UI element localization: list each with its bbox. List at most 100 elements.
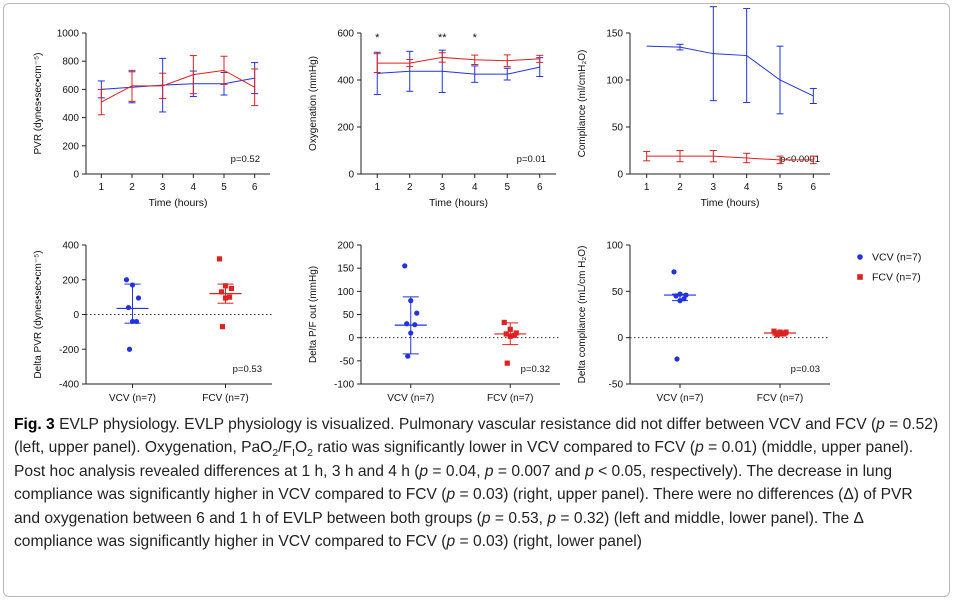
series-line-0 xyxy=(377,66,540,75)
p-value-label: p=0.53 xyxy=(233,364,262,375)
y-tick-label: 100 xyxy=(606,241,623,252)
x-tick-label: VCV (n=7) xyxy=(657,393,704,404)
y-tick-label: 0 xyxy=(73,170,79,181)
x-tick-label: 3 xyxy=(160,182,166,193)
legend-label: VCV (n=7) xyxy=(872,252,921,264)
p-value-label: p=0.01 xyxy=(517,154,546,165)
y-axis-label: Delta compliance (mL/cm H₂O) xyxy=(577,246,588,384)
series-line-1 xyxy=(646,155,814,161)
chart-panel-bottom-middle: -100 -50 0 50 100 150 200 Delta P/F out (mmHg) p… xyxy=(308,241,560,404)
y-tick-label: 0 xyxy=(617,170,623,181)
y-axis-label: Compliance (ml/cmH₂O) xyxy=(577,50,588,158)
data-point xyxy=(226,294,233,300)
y-tick-label: -400 xyxy=(59,380,79,391)
legend: VCV (n=7) FCV (n=7) xyxy=(857,252,921,284)
data-point xyxy=(681,296,687,302)
x-tick-label: 6 xyxy=(252,182,258,193)
y-tick-label: 100 xyxy=(606,76,623,87)
y-tick-label: 150 xyxy=(337,264,354,275)
data-point xyxy=(123,277,130,283)
data-point xyxy=(504,360,510,366)
x-tick-label: 3 xyxy=(439,182,445,193)
x-tick-label: FCV (n=7) xyxy=(202,393,248,404)
chart-panel-bottom-left: -400 -200 0 200 400 Delta PVR (dynes•sec•cm⁻⁵… xyxy=(33,241,272,404)
figure-frame xyxy=(3,3,950,597)
y-tick-label: 50 xyxy=(343,310,355,321)
chart-panel-top-middle: 0 200 400 600 Oxygenation (mmHg) p=0.01 1 2 3 4 5 6… xyxy=(308,29,556,209)
data-point xyxy=(216,256,223,262)
y-tick-label: 1000 xyxy=(57,29,80,40)
y-tick-label: 200 xyxy=(337,123,354,134)
data-point xyxy=(405,353,411,359)
data-point xyxy=(125,304,132,311)
y-tick-label: 200 xyxy=(62,141,79,152)
y-tick-label: -50 xyxy=(340,356,355,367)
data-point xyxy=(228,285,235,292)
y-tick-label: 600 xyxy=(337,29,354,40)
legend-marker xyxy=(857,254,863,260)
y-tick-label: 50 xyxy=(612,123,624,134)
data-point xyxy=(135,295,142,301)
y-tick-label: 0 xyxy=(348,170,354,181)
x-tick-label: 5 xyxy=(777,182,783,193)
x-tick-label: 1 xyxy=(374,182,380,193)
x-tick-label: 4 xyxy=(472,182,478,193)
x-tick-label: 1 xyxy=(99,182,105,193)
x-axis-label: Time (hours) xyxy=(148,197,207,209)
y-tick-label: -100 xyxy=(334,380,354,391)
data-point xyxy=(219,324,226,330)
x-tick-label: 4 xyxy=(744,182,750,193)
y-tick-label: 400 xyxy=(337,76,354,87)
legend-marker xyxy=(857,274,863,280)
series-line-1 xyxy=(101,69,255,103)
x-tick-label: 6 xyxy=(811,182,817,193)
x-tick-label: 5 xyxy=(504,182,510,193)
x-tick-label: FCV (n=7) xyxy=(487,393,533,404)
figure-label: Fig. 3 xyxy=(14,416,55,433)
y-tick-label: 400 xyxy=(62,113,79,124)
y-axis-label: Oxygenation (mmHg) xyxy=(308,56,319,151)
x-tick-label: VCV (n=7) xyxy=(387,393,434,404)
series-line-0 xyxy=(646,45,814,97)
y-tick-label: 0 xyxy=(617,333,623,344)
data-point xyxy=(781,331,787,337)
y-axis-label: Delta PVR (dynes•sec•cm⁻⁵) xyxy=(33,250,44,378)
figure-caption: Fig. 3 EVLP physiology. EVLP physiology … xyxy=(14,416,939,551)
y-tick-label: 0 xyxy=(73,310,79,321)
x-tick-label: 2 xyxy=(677,182,683,193)
x-tick-label: FCV (n=7) xyxy=(757,393,803,404)
x-tick-label: 3 xyxy=(711,182,717,193)
significance-star: ** xyxy=(438,32,447,44)
data-point xyxy=(414,310,420,316)
data-point xyxy=(126,346,133,352)
x-tick-label: 2 xyxy=(407,182,413,193)
significance-star: * xyxy=(375,32,380,44)
y-tick-label: -50 xyxy=(609,380,624,391)
p-value-label: p=0.03 xyxy=(791,364,820,375)
p-value-label: p=0.32 xyxy=(521,364,550,375)
p-value-label: p=0.52 xyxy=(231,154,260,165)
x-tick-label: VCV (n=7) xyxy=(109,393,156,404)
y-tick-label: 400 xyxy=(62,241,79,252)
data-point xyxy=(671,269,677,275)
y-tick-label: 150 xyxy=(606,29,623,40)
y-tick-label: 200 xyxy=(337,241,354,252)
x-tick-label: 2 xyxy=(129,182,135,193)
significance-star: * xyxy=(473,32,478,44)
y-tick-label: 100 xyxy=(337,287,354,298)
series-line-1 xyxy=(377,56,540,64)
y-tick-label: 600 xyxy=(62,85,79,96)
y-tick-label: -200 xyxy=(59,345,79,356)
legend-label: FCV (n=7) xyxy=(872,272,921,284)
data-point xyxy=(674,356,680,362)
data-point xyxy=(402,263,408,269)
chart-panel-bottom-right: -50 0 50 100 Delta compliance (mL/cm H₂O) p=0… xyxy=(577,241,830,404)
data-point xyxy=(511,332,517,338)
y-tick-label: 800 xyxy=(62,57,79,68)
y-tick-label: 200 xyxy=(62,275,79,286)
x-tick-label: 6 xyxy=(537,182,543,193)
x-tick-label: 5 xyxy=(221,182,227,193)
y-tick-label: 50 xyxy=(612,287,624,298)
